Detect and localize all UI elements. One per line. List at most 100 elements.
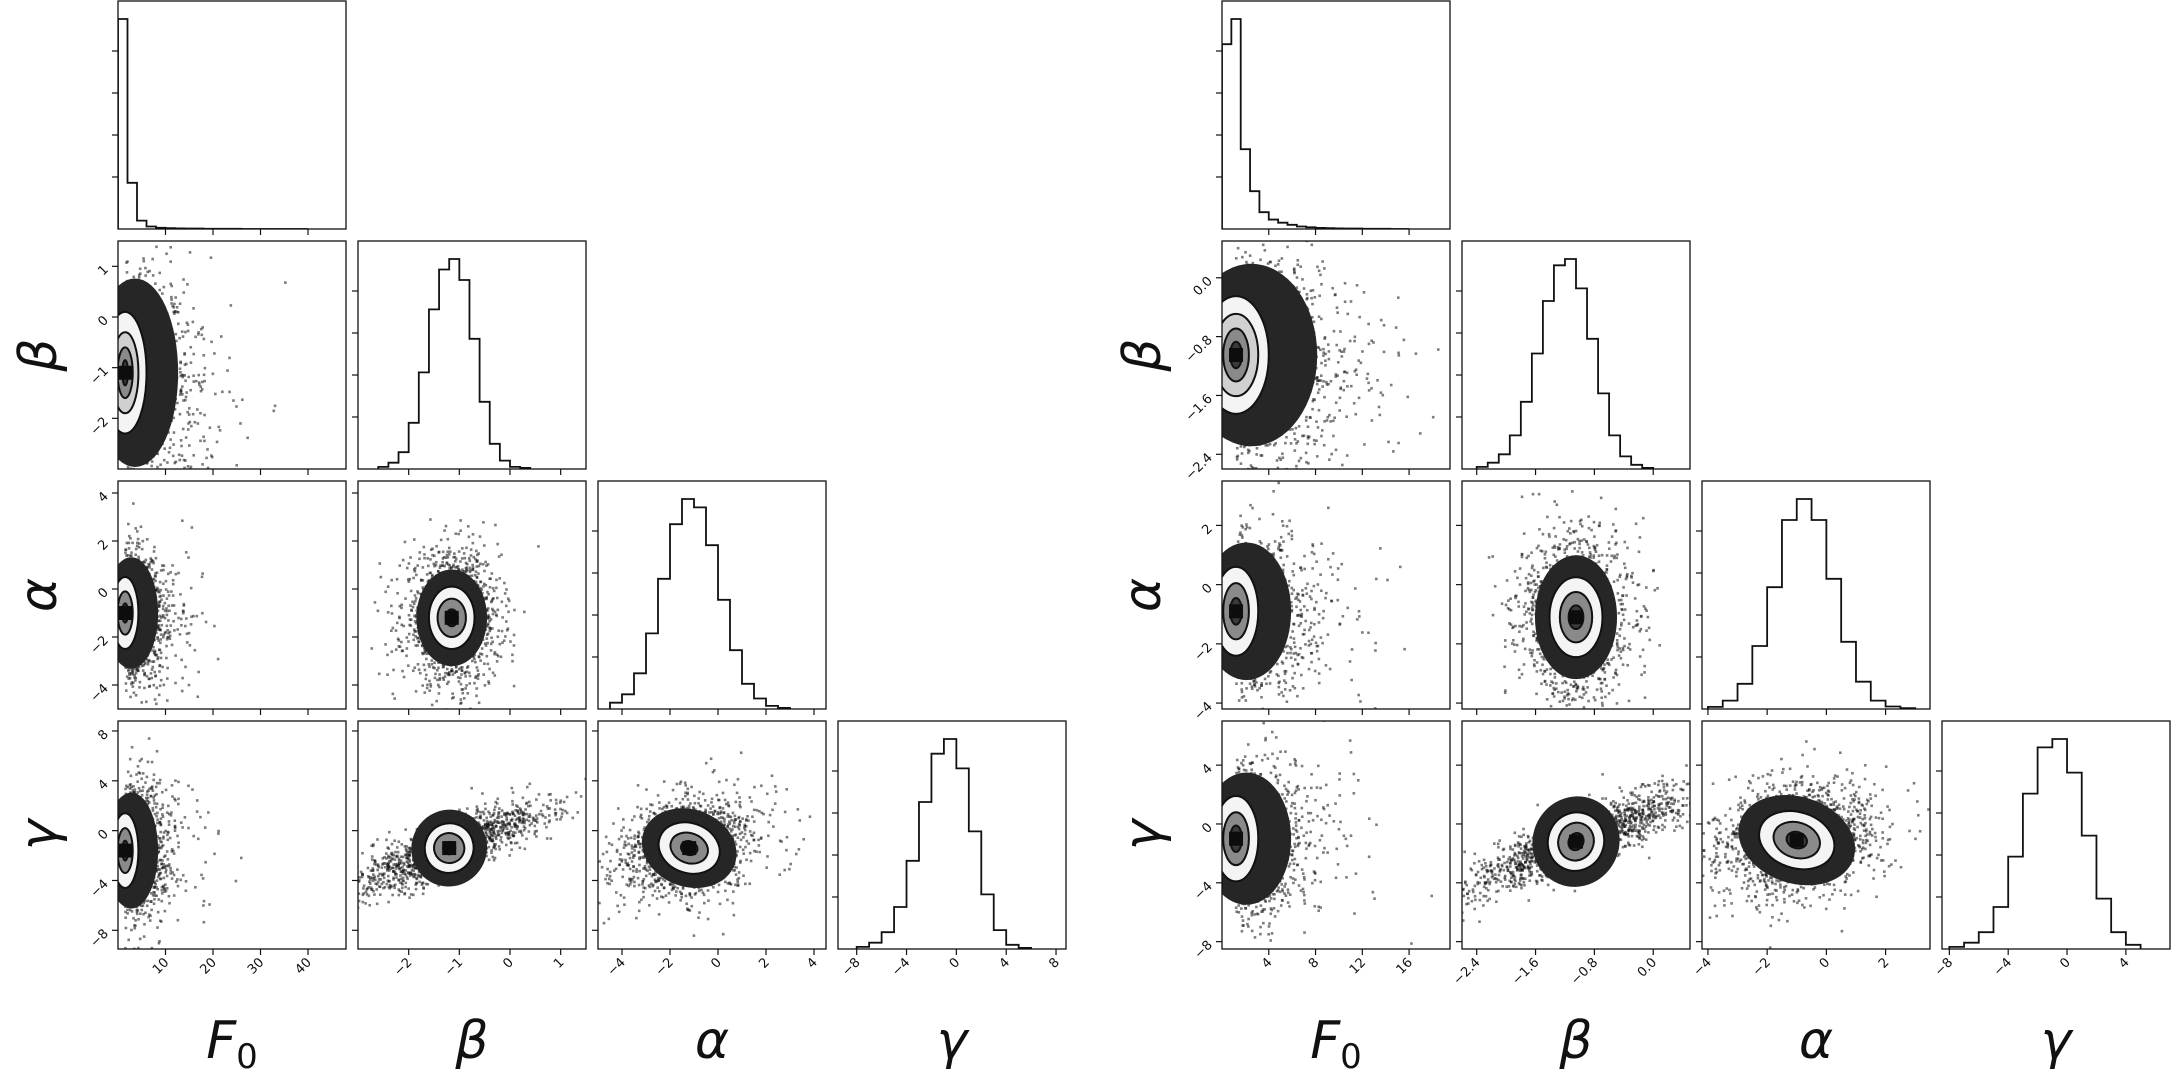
x-tick-label: 30 bbox=[245, 955, 267, 977]
x-tick-label: 0.0 bbox=[1635, 955, 1660, 980]
marginal-hist-F0 bbox=[1216, 0, 1451, 235]
y-tick-label: 2 bbox=[1199, 522, 1215, 538]
y-tick-label: −0.8 bbox=[1183, 333, 1216, 366]
hist-step-beta bbox=[377, 258, 532, 469]
x-tick-label: 12 bbox=[1347, 955, 1369, 977]
hist-step-alpha bbox=[1707, 498, 1917, 709]
hist-step-alpha bbox=[609, 498, 791, 709]
x-tick-label: 20 bbox=[198, 955, 220, 977]
x-tick-label: 0 bbox=[500, 955, 516, 971]
x-tick-label: −4 bbox=[1691, 955, 1715, 979]
y-axis-label-gamma: γ bbox=[1113, 816, 1173, 850]
joint-alpha-vs-F0: −4 −2 0 2 bbox=[1192, 480, 1451, 723]
x-axis-label-F0: F0 bbox=[1310, 1011, 1362, 1073]
y-axis-label-alpha: α bbox=[9, 578, 69, 612]
density-peak bbox=[442, 841, 457, 856]
joint-gamma-vs-beta: −2 −1 0 1 bbox=[352, 720, 587, 979]
axes-frame bbox=[1221, 240, 1451, 470]
y-tick-label: −2 bbox=[88, 415, 112, 439]
y-tick-label: 4 bbox=[95, 489, 111, 505]
axes-frame bbox=[1461, 240, 1691, 470]
marginal-hist-F0 bbox=[112, 0, 347, 235]
joint-gamma-vs-alpha: −4 −2 0 2 4 bbox=[592, 720, 827, 979]
x-axis-label-alpha: α bbox=[1799, 1011, 1833, 1071]
y-axis-label-beta: β bbox=[9, 338, 69, 372]
x-axis-label-gamma: γ bbox=[937, 1011, 971, 1071]
axes-frame bbox=[597, 720, 827, 950]
marginal-hist-gamma: −8 −4 0 4 8 bbox=[832, 720, 1067, 979]
axes-frame bbox=[117, 240, 347, 470]
joint-beta-vs-F0: −2.4 −1.6 −0.8 0.0 bbox=[1183, 240, 1451, 483]
x-tick-label: −1.6 bbox=[1509, 955, 1542, 988]
axes-frame bbox=[1941, 720, 2171, 950]
x-axis-label-gamma: γ bbox=[2041, 1011, 2075, 1071]
y-axis-label-beta: β bbox=[1113, 338, 1173, 372]
marginal-hist-alpha bbox=[1696, 480, 1931, 715]
density-peak bbox=[118, 606, 133, 620]
y-tick-label: 0.0 bbox=[1191, 274, 1216, 299]
x-tick-label: 4 bbox=[1259, 955, 1275, 971]
axes-frame bbox=[357, 480, 587, 710]
x-tick-label: 2 bbox=[1876, 955, 1892, 971]
marginal-hist-beta bbox=[1456, 240, 1691, 475]
x-tick-label: 0 bbox=[708, 955, 724, 971]
x-axis-label-beta: β bbox=[454, 1011, 488, 1071]
y-tick-label: −2 bbox=[1192, 640, 1216, 664]
x-tick-label: −1 bbox=[442, 955, 466, 979]
x-tick-label: 0 bbox=[947, 955, 963, 971]
axes-frame bbox=[1221, 0, 1451, 230]
right-corner-plot: −2.4 −1.6 −0.8 0.0 −4 −2 0 2 4 8 12 16 −8 −4 0 4 −2.4 −1.… bbox=[1113, 0, 2171, 1073]
axes-frame bbox=[1221, 480, 1451, 710]
x-tick-label: −0.8 bbox=[1568, 955, 1601, 988]
hist-step-F0 bbox=[118, 18, 308, 229]
y-tick-label: 4 bbox=[1199, 761, 1215, 777]
x-axis-label-F0: F0 bbox=[206, 1011, 258, 1073]
axes-frame bbox=[117, 720, 347, 950]
x-tick-label: 4 bbox=[997, 955, 1013, 971]
joint-alpha-vs-beta bbox=[1456, 480, 1691, 715]
y-tick-label: −4 bbox=[1192, 879, 1216, 903]
density-peak bbox=[1569, 834, 1583, 849]
y-tick-label: 0 bbox=[1199, 820, 1215, 836]
axes-frame bbox=[1461, 720, 1691, 950]
x-tick-label: −4 bbox=[605, 955, 629, 979]
axes-frame bbox=[117, 480, 347, 710]
x-tick-label: 8 bbox=[1306, 955, 1322, 971]
hist-step-beta bbox=[1475, 258, 1655, 469]
axes-frame bbox=[597, 480, 827, 710]
x-tick-label: −2 bbox=[653, 955, 677, 979]
x-tick-label: 0 bbox=[2057, 955, 2073, 971]
axes-frame bbox=[357, 240, 587, 470]
joint-gamma-vs-F0: 4 8 12 16 −8 −4 0 4 bbox=[1192, 720, 1451, 978]
density-peak bbox=[1229, 348, 1244, 362]
density-peak bbox=[118, 365, 133, 380]
y-tick-label: −4 bbox=[88, 681, 112, 705]
axes-frame bbox=[117, 0, 347, 230]
axes-frame bbox=[1701, 480, 1931, 710]
marginal-hist-beta bbox=[352, 240, 587, 475]
x-tick-label: 40 bbox=[293, 955, 315, 977]
axes-frame bbox=[837, 720, 1067, 950]
x-tick-label: 4 bbox=[804, 955, 820, 971]
y-tick-label: 0 bbox=[95, 313, 111, 329]
joint-beta-vs-F0: −2 −1 0 1 bbox=[88, 240, 347, 475]
y-axis-label-alpha: α bbox=[1113, 578, 1173, 612]
y-tick-label: 0 bbox=[1199, 581, 1215, 597]
joint-alpha-vs-F0: −4 −2 0 2 4 bbox=[88, 480, 347, 715]
density-peak bbox=[1229, 604, 1244, 619]
x-tick-label: −2 bbox=[391, 955, 415, 979]
y-tick-label: −1.6 bbox=[1183, 392, 1216, 425]
hist-step-gamma bbox=[1948, 738, 2142, 949]
density-peak bbox=[1789, 833, 1804, 848]
density-peak bbox=[1229, 831, 1244, 846]
y-tick-label: 1 bbox=[95, 263, 111, 279]
x-tick-label: −4 bbox=[1991, 955, 2015, 979]
y-tick-label: −2 bbox=[88, 633, 112, 657]
x-tick-label: 2 bbox=[756, 955, 772, 971]
x-tick-label: 16 bbox=[1394, 955, 1416, 977]
density-peak bbox=[682, 841, 697, 856]
axes-frame bbox=[1701, 720, 1931, 950]
hist-step-F0 bbox=[1222, 18, 1410, 229]
marginal-hist-gamma: −8 −4 0 4 bbox=[1932, 720, 2171, 979]
